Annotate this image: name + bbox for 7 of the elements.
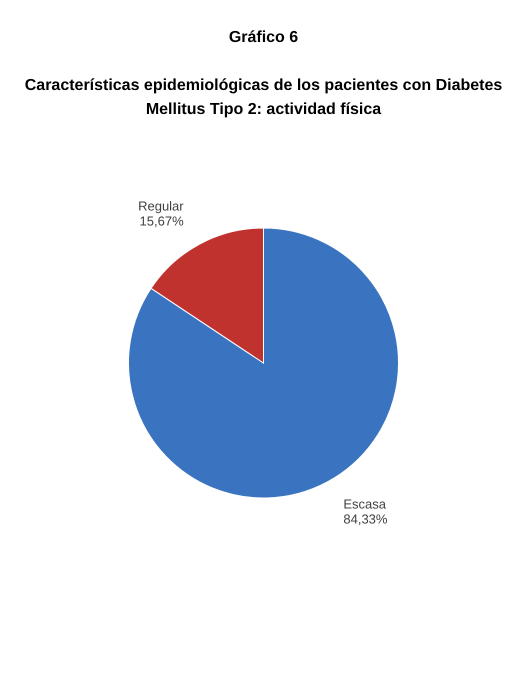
slice-label: Regular (138, 198, 184, 214)
chart-subtitle: Características epidemiológicas de los pacientes con Diabetes Mellitus Tipo 2: actividad física (24, 77, 502, 118)
pie-slice (128, 228, 399, 498)
chart-title: Gráfico 6 (228, 29, 298, 46)
data-label: 84,33% (343, 511, 388, 526)
slice-label: Escasa (343, 496, 387, 512)
data-label: 15,67% (140, 214, 184, 229)
